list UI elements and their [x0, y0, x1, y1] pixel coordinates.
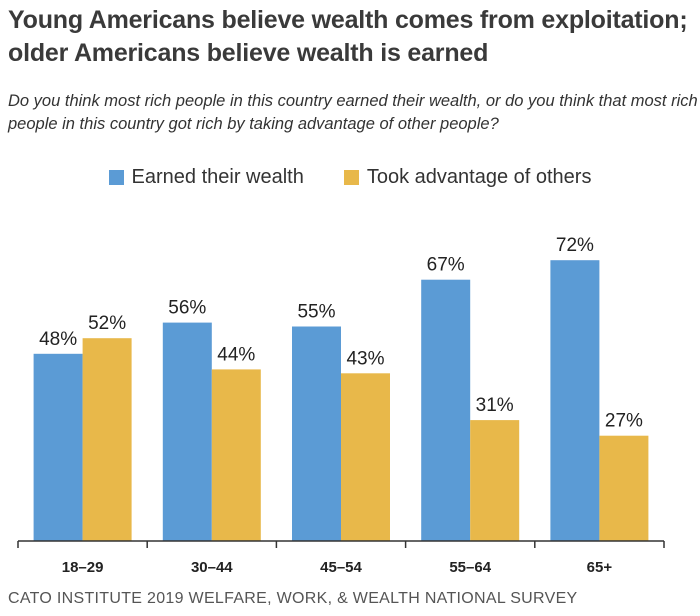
- data-label-took-advantage: 52%: [88, 313, 126, 334]
- legend-item-earned: Earned their wealth: [108, 166, 304, 189]
- x-tick-label: 18–29: [62, 559, 104, 576]
- data-label-earned: 72%: [556, 235, 594, 256]
- data-label-took-advantage: 27%: [605, 411, 643, 432]
- legend-item-took-advantage: Took advantage of others: [343, 166, 592, 189]
- legend-swatch-took-advantage: [343, 170, 359, 185]
- source-note: CATO INSTITUTE 2019 WELFARE, WORK, & WEA…: [8, 590, 578, 607]
- legend-label-earned: Earned their wealth: [131, 166, 304, 188]
- bar-earned: [162, 322, 212, 541]
- bar-took-advantage: [211, 369, 261, 541]
- bar-earned: [292, 326, 341, 541]
- chart-legend: Earned their wealth Took advantage of ot…: [0, 166, 700, 189]
- x-tick-label: 65+: [587, 559, 613, 576]
- legend-swatch-earned: [108, 170, 124, 185]
- x-tick-label: 30–44: [191, 559, 233, 576]
- data-label-earned: 55%: [297, 302, 335, 323]
- bar-took-advantage: [82, 338, 132, 541]
- chart-subtitle: Do you think most rich people in this co…: [8, 92, 698, 133]
- data-label-earned: 67%: [427, 255, 465, 276]
- chart-title: Young Americans believe wealth comes fro…: [8, 6, 688, 67]
- bar-earned: [421, 279, 471, 541]
- x-tick-label: 55–64: [449, 559, 491, 576]
- x-tick-label: 45–54: [320, 559, 362, 576]
- bar-took-advantage: [341, 373, 390, 541]
- data-label-earned: 56%: [168, 298, 206, 319]
- data-label-took-advantage: 44%: [217, 344, 255, 365]
- bar-earned: [33, 353, 83, 541]
- bar-earned: [550, 260, 600, 541]
- bar-took-advantage: [599, 435, 649, 541]
- data-label-earned: 48%: [39, 329, 77, 350]
- data-label-took-advantage: 43%: [346, 348, 384, 369]
- data-label-took-advantage: 31%: [476, 395, 514, 416]
- legend-label-took-advantage: Took advantage of others: [366, 166, 592, 188]
- bar-took-advantage: [470, 420, 520, 541]
